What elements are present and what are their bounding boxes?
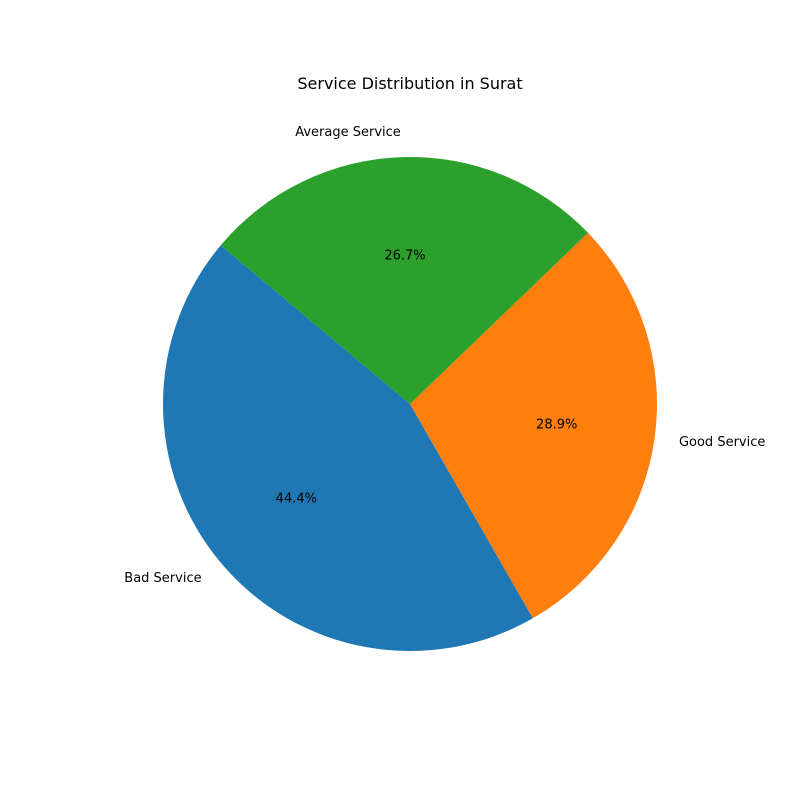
pie-slice-bad-service bbox=[163, 245, 533, 651]
pie-slices bbox=[163, 157, 657, 651]
pie-slice-good-service bbox=[410, 232, 657, 619]
pie-category-label: Good Service bbox=[679, 435, 765, 450]
pie-percent-label: 28.9% bbox=[536, 417, 577, 432]
pie-labels: 44.4% Bad Service 28.9% Good Service 26.7% Av… bbox=[124, 125, 765, 586]
pie-percent-label: 44.4% bbox=[276, 492, 317, 507]
pie-slice-average-service bbox=[220, 157, 589, 404]
pie-category-label: Average Service bbox=[295, 125, 401, 140]
pie-category-label: Bad Service bbox=[124, 571, 201, 586]
pie-percent-label: 26.7% bbox=[384, 248, 425, 263]
chart-title: Service Distribution in Surat bbox=[297, 74, 522, 93]
